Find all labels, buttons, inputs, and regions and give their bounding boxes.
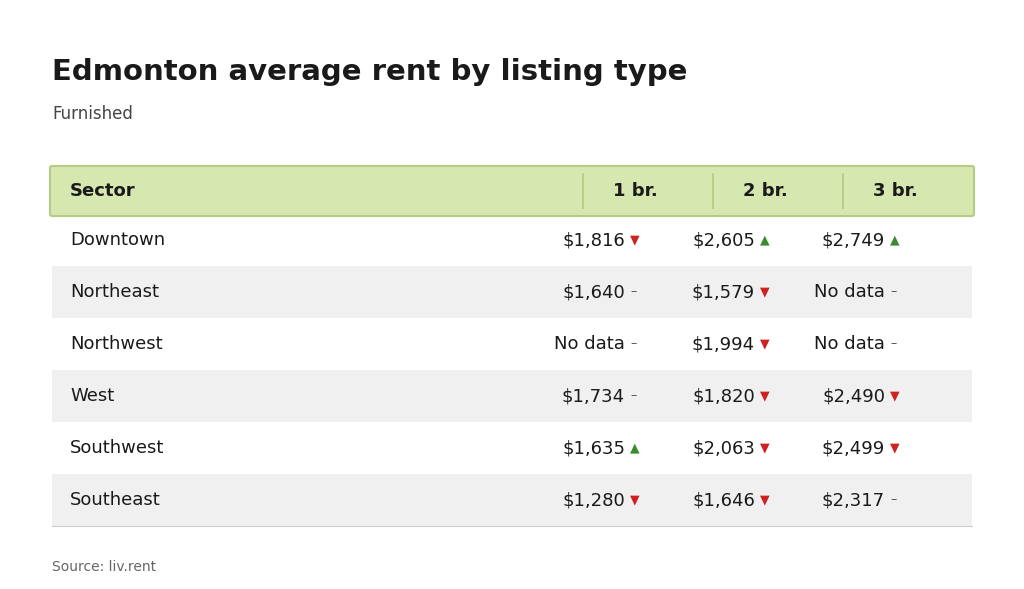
Text: 2 br.: 2 br. [742, 182, 787, 200]
Bar [52, 474, 972, 526]
Text: ▼: ▼ [890, 442, 900, 455]
Text: $1,640: $1,640 [562, 283, 625, 301]
Text: $1,635: $1,635 [562, 439, 625, 457]
Text: Source: liv.rent: Source: liv.rent [52, 560, 156, 574]
Text: Southeast: Southeast [70, 491, 161, 509]
Text: $2,490: $2,490 [822, 387, 885, 405]
Text: ▲: ▲ [760, 233, 770, 247]
Text: ▼: ▼ [760, 286, 770, 299]
FancyBboxPatch shape [50, 166, 974, 216]
Text: $1,579: $1,579 [692, 283, 755, 301]
Text: $2,063: $2,063 [692, 439, 755, 457]
Text: $2,749: $2,749 [821, 231, 885, 249]
Text: West: West [70, 387, 115, 405]
Text: $1,280: $1,280 [562, 491, 625, 509]
Text: 3 br.: 3 br. [872, 182, 918, 200]
Text: $2,317: $2,317 [822, 491, 885, 509]
Text: Southwest: Southwest [70, 439, 165, 457]
Text: ▼: ▼ [890, 389, 900, 402]
Text: Downtown: Downtown [70, 231, 165, 249]
Text: $1,816: $1,816 [562, 231, 625, 249]
Text: Edmonton average rent by listing type: Edmonton average rent by listing type [52, 58, 687, 86]
Text: –: – [630, 389, 636, 402]
Text: 1 br.: 1 br. [612, 182, 657, 200]
Text: $1,734: $1,734 [562, 387, 625, 405]
Text: $1,646: $1,646 [692, 491, 755, 509]
Bar [52, 266, 972, 318]
Text: ▼: ▼ [630, 233, 640, 247]
Text: ▼: ▼ [760, 389, 770, 402]
Text: ▲: ▲ [890, 233, 900, 247]
Text: No data: No data [554, 335, 625, 353]
Text: Sector: Sector [70, 182, 135, 200]
Text: –: – [630, 337, 636, 350]
Text: No data: No data [814, 283, 885, 301]
Text: $1,820: $1,820 [692, 387, 755, 405]
Text: ▲: ▲ [630, 442, 640, 455]
Text: –: – [890, 494, 896, 507]
Text: $2,499: $2,499 [821, 439, 885, 457]
Text: ▼: ▼ [760, 442, 770, 455]
Text: $2,605: $2,605 [692, 231, 755, 249]
Text: Northwest: Northwest [70, 335, 163, 353]
Text: Northeast: Northeast [70, 283, 159, 301]
Text: ▼: ▼ [760, 494, 770, 507]
Bar [52, 370, 972, 422]
Text: No data: No data [814, 335, 885, 353]
Text: –: – [890, 337, 896, 350]
Text: $1,994: $1,994 [692, 335, 755, 353]
Text: Furnished: Furnished [52, 105, 133, 123]
Text: ▼: ▼ [760, 337, 770, 350]
Text: –: – [890, 286, 896, 299]
Text: –: – [630, 286, 636, 299]
Text: ▼: ▼ [630, 494, 640, 507]
